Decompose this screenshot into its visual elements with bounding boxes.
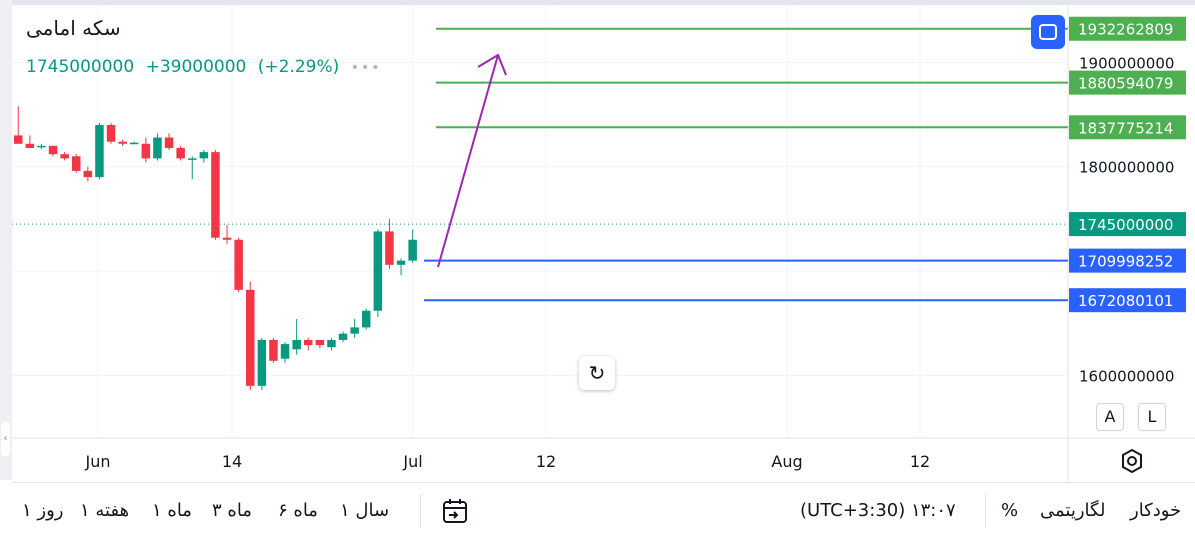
- candle-body-30: [362, 310, 371, 328]
- timeframe-3m[interactable]: ماه ۳: [212, 500, 252, 521]
- hline-label-bg-1: [1069, 70, 1186, 95]
- timeframe-1w[interactable]: هفته ۱: [80, 500, 130, 521]
- symbol-header: سکه امامی: [26, 16, 121, 40]
- toolbar-separator-2: [985, 494, 986, 528]
- candle-body-17: [211, 152, 220, 238]
- candle-body-16: [199, 152, 209, 159]
- panel-toggle-handle[interactable]: ‹: [1, 422, 10, 456]
- hline-label-0: 1932262809: [1078, 21, 1173, 39]
- last-price: 1745000000: [26, 57, 135, 77]
- hline-label-bg-4: [1069, 288, 1186, 313]
- x-tick-label-1: 14: [222, 452, 242, 471]
- y-tick-label-2: 1600000000: [1079, 367, 1174, 385]
- candle-body-13: [164, 137, 174, 148]
- candle-body-19: [234, 239, 243, 290]
- more-dots-icon[interactable]: •••: [350, 60, 382, 76]
- x-tick-label-3: 12: [536, 452, 556, 471]
- candle-body-22: [269, 339, 278, 361]
- timeframe-1d[interactable]: روز ۱: [22, 500, 64, 521]
- hline-label-3: 1709998252: [1078, 253, 1173, 271]
- timeframe-1m[interactable]: ماه ۱: [152, 500, 192, 521]
- x-tick-label-2: Jul: [402, 452, 422, 471]
- candle-body-23: [280, 344, 290, 359]
- candle-body-7: [95, 124, 104, 178]
- percent-toggle[interactable]: %: [1001, 500, 1019, 521]
- calendar-goto-icon[interactable]: [440, 496, 470, 526]
- hline-label-bg-3: [1069, 248, 1186, 273]
- candle-body-31: [373, 231, 383, 311]
- reset-icon: ↻: [588, 361, 606, 385]
- log-scale-button[interactable]: L: [1138, 403, 1166, 431]
- candle-body-20: [246, 289, 255, 386]
- candle-body-34: [408, 239, 417, 261]
- price-change: +39000000: [145, 57, 247, 77]
- candle-body-3: [48, 145, 58, 155]
- hline-label-bg-0: [1069, 16, 1186, 41]
- candle-body-8: [106, 124, 116, 142]
- candle-body-4: [60, 154, 69, 159]
- candle-body-2: [37, 145, 46, 148]
- y-tick-label-0: 1900000000: [1079, 54, 1174, 72]
- candle-body-1: [25, 143, 35, 148]
- time-zone-label[interactable]: ۱۳:۰۷ (UTC+3:30): [800, 500, 956, 521]
- candle-body-29: [350, 327, 359, 334]
- projection-arrow: [437, 54, 499, 268]
- candle-body-5: [72, 156, 81, 171]
- hline-label-4: 1672080101: [1078, 292, 1173, 310]
- price-chart[interactable]: 1900000000 1800000000 1600000000 Jun 14 Jul 12…: [12, 5, 1195, 482]
- candle-body-6: [83, 170, 93, 178]
- bottom-toolbar: [12, 482, 1195, 541]
- projection-arrow-head: [477, 53, 507, 76]
- price-change-percent: (+2.29%): [257, 57, 340, 77]
- timeframe-1y[interactable]: سال ۱: [340, 500, 390, 521]
- left-panel-edge: ‹: [0, 0, 12, 480]
- candle-body-28: [338, 333, 348, 340]
- fullscreen-icon: [1039, 24, 1057, 40]
- candle-body-10: [130, 142, 139, 145]
- hline-label-bg-2: [1069, 115, 1186, 140]
- auto-toggle[interactable]: خودکار: [1130, 500, 1182, 521]
- candle-body-15: [188, 158, 197, 160]
- candle-body-0: [14, 135, 23, 144]
- candle-body-21: [257, 339, 267, 386]
- y-tick-label-1: 1800000000: [1079, 159, 1174, 177]
- fullscreen-button[interactable]: [1031, 15, 1065, 49]
- candle-body-11: [141, 143, 151, 159]
- candle-body-24: [292, 339, 301, 350]
- auto-scale-button[interactable]: A: [1096, 403, 1124, 431]
- hline-label-1: 1880594079: [1078, 75, 1173, 93]
- candle-body-9: [118, 141, 127, 144]
- candle-body-18: [222, 237, 232, 240]
- timeframe-6m[interactable]: ماه ۶: [278, 500, 318, 521]
- candle-body-33: [396, 260, 406, 265]
- last-price-label: 1745000000: [1078, 216, 1173, 234]
- last-price-label-bg: [1069, 212, 1186, 237]
- candle-body-25: [304, 339, 313, 346]
- x-tick-label-0: Jun: [85, 452, 111, 471]
- settings-gear-icon[interactable]: [1119, 448, 1145, 474]
- reset-chart-button[interactable]: ↻: [579, 356, 615, 390]
- x-tick-label-5: 12: [910, 452, 930, 471]
- candle-body-32: [385, 231, 394, 265]
- hline-label-2: 1837775214: [1078, 119, 1173, 137]
- symbol-title: سکه امامی: [26, 16, 121, 40]
- candle-body-12: [153, 137, 162, 159]
- log-toggle[interactable]: لگاریتمی: [1040, 500, 1106, 521]
- candle-body-14: [176, 147, 185, 159]
- candle-body-27: [327, 339, 336, 348]
- candle-body-26: [315, 339, 325, 346]
- toolbar-separator: [420, 494, 421, 528]
- x-tick-label-4: Aug: [771, 452, 802, 471]
- quote-line: 1745000000 +39000000 (+2.29%) •••: [26, 57, 387, 77]
